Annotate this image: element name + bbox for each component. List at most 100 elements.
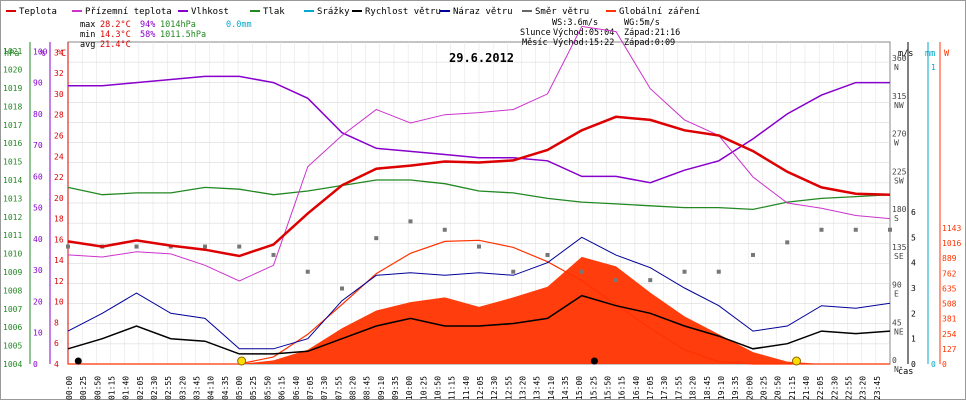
x-tick-label: 10:00: [405, 376, 414, 400]
x-tick-label: 20:25: [759, 376, 768, 400]
x-tick-label: 00:50: [93, 376, 102, 400]
axis-pct-tick: 60: [33, 172, 43, 181]
axis-w-tick: 762: [942, 269, 957, 278]
series-smer-point: [203, 244, 207, 249]
axis-pct-tick: 70: [33, 141, 43, 150]
x-tick-label: 04:35: [221, 376, 230, 400]
x-tick-label: 20:00: [745, 376, 754, 400]
x-tick-label: 10:25: [419, 376, 428, 400]
axis-dir-label: NW: [894, 101, 904, 110]
series-smer-point: [682, 269, 687, 274]
x-tick-label: 19:35: [731, 376, 740, 400]
legend-label: Směr větru: [535, 7, 589, 17]
x-tick-label: 21:40: [802, 376, 811, 400]
axis-temp-tick: 20: [54, 194, 64, 203]
axis-hpa-tick: 1008: [3, 286, 22, 295]
x-tick-label: 01:15: [108, 376, 117, 400]
x-tick-label: 04:10: [207, 376, 216, 400]
x-tick-label: 16:40: [632, 376, 641, 400]
axis-w-tick: 1016: [942, 239, 961, 248]
stat-rain: 0.0mm: [226, 20, 252, 30]
x-tick-label: 18:20: [689, 376, 698, 400]
x-tick-label: 15:00: [575, 376, 584, 400]
axis-temp-tick: 22: [54, 173, 64, 182]
axis-temp-tick: 4: [54, 360, 59, 369]
x-tick-label: 13:20: [519, 376, 528, 400]
x-tick-label: 17:05: [646, 376, 655, 400]
legend-label: Rychlost větru: [365, 7, 441, 17]
stat-moon-label: Měsíc: [522, 38, 548, 48]
axis-dir-tick: 90: [892, 281, 902, 290]
axis-pct-tick: 10: [33, 329, 43, 338]
x-tick-label: 02:30: [150, 376, 159, 400]
x-tick-label: 00:00: [65, 376, 74, 400]
axis-temp-tick: 28: [54, 111, 64, 120]
sun-rise-marker: [237, 356, 247, 366]
x-tick-label: 12:55: [504, 376, 513, 400]
x-tick-label: 05:00: [235, 376, 244, 400]
stat-sun-set: Západ:21:16: [624, 28, 680, 38]
legend-label: Srážky: [317, 7, 350, 17]
moon-rise-marker: [590, 357, 598, 365]
series-rychlost: [67, 294, 891, 355]
legend-label: Vlhkost: [191, 7, 229, 17]
series-smer-point: [408, 219, 413, 224]
axis-hpa-tick: 1012: [3, 213, 22, 222]
axis-w-tick: 254: [942, 330, 957, 339]
axis-hpa-tick: 1013: [3, 194, 22, 203]
axis-dir-tick: 45: [892, 318, 902, 327]
x-tick-label: 09:35: [391, 376, 400, 400]
axis-hpa-tick: 1019: [3, 84, 22, 93]
legend-label: Přízemní teplota: [85, 7, 172, 17]
x-tick-label: 09:10: [377, 376, 386, 400]
axis-dir-tick: 180: [892, 205, 907, 214]
axis-hpa-tick: 1007: [3, 305, 22, 314]
x-tick-label: 22:55: [844, 376, 853, 400]
axis-hpa-tick: 1010: [3, 250, 22, 259]
axis-hpa-tick: 1016: [3, 139, 22, 148]
axis-dir-tick: 270: [892, 130, 907, 139]
axis-dir-label: NE: [894, 327, 904, 336]
series-smer-point: [511, 269, 516, 274]
axis-pct-tick: 90: [33, 79, 43, 88]
x-tick-label: 02:05: [136, 376, 145, 400]
axis-dir-tick: 315: [892, 92, 907, 101]
x-tick-label: 06:15: [278, 376, 287, 400]
series-smer-point: [785, 240, 790, 245]
axis-pct-tick: 40: [33, 235, 43, 244]
axis-temp-tick: 26: [54, 131, 64, 140]
series-smer-point: [819, 227, 824, 232]
series-naraz: [67, 236, 891, 350]
x-tick-label: 11:15: [448, 376, 457, 400]
sun-set-marker: [791, 356, 801, 366]
x-tick-label: 17:30: [660, 376, 669, 400]
axis-dir-tick: 360: [892, 54, 907, 63]
x-tick-label: 15:50: [604, 376, 613, 400]
stat-ws: WS:3.6m/s: [552, 18, 598, 28]
x-tick-label: 07:55: [334, 376, 343, 400]
chart-title: 29.6.2012: [449, 51, 514, 65]
series-smer-point: [545, 252, 550, 257]
x-unit-label: čas: [898, 366, 913, 377]
axis-temp-tick: 14: [54, 256, 64, 265]
x-tick-label: 20:50: [774, 376, 783, 400]
axis-w-tick: 381: [942, 315, 957, 324]
axis-w-tick: 508: [942, 300, 957, 309]
axis-pct-tick: 100: [33, 47, 48, 56]
axis-temp-tick: 34: [54, 48, 64, 57]
axis-ms-tick: 2: [911, 309, 916, 318]
axis-pct-tick: 50: [33, 204, 43, 213]
x-tick-label: 19:10: [717, 376, 726, 400]
series-smer-point: [305, 269, 310, 274]
axis-dir-label: S: [894, 214, 899, 223]
x-tick-label: 21:15: [788, 376, 797, 400]
x-tick-label: 11:40: [462, 376, 471, 400]
x-tick-label: 08:20: [348, 376, 357, 400]
axis-pct-tick: 0: [33, 360, 38, 369]
x-tick-label: 01:40: [122, 376, 131, 400]
x-tick-label: 10:50: [433, 376, 442, 400]
axis-hpa-tick: 1006: [3, 323, 22, 332]
series-smer-point: [477, 244, 481, 249]
axis-hpa-tick: 1015: [3, 158, 22, 167]
stat-max-hum: 94%: [140, 20, 155, 30]
